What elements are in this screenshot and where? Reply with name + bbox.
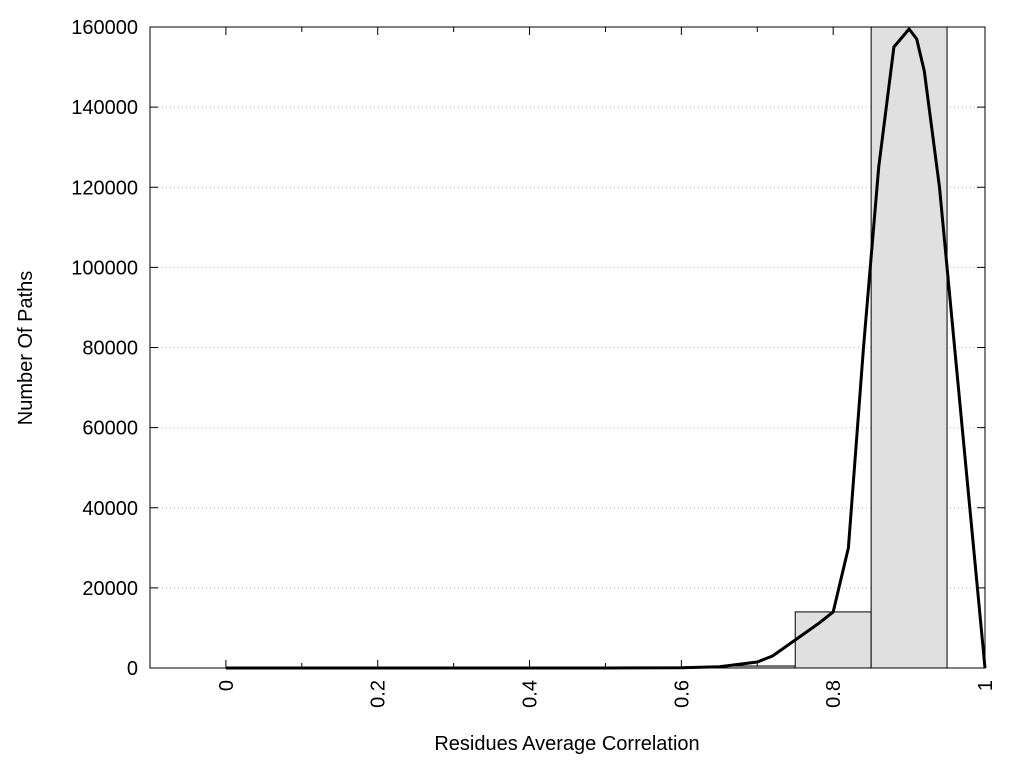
y-tick-label: 100000 [71,257,138,279]
plot-frame [149,26,986,669]
x-tick-label: 0.4 [520,680,542,708]
y-tick-label: 60000 [82,418,138,440]
y-tick-label: 0 [127,658,138,680]
bar [794,611,872,669]
y-tick-label: 160000 [71,17,138,39]
y-tick-label: 40000 [82,498,138,520]
y-tick-label: 140000 [71,97,138,119]
x-tick-label: 0.6 [671,680,693,708]
x-tick-label: 1 [975,680,997,691]
x-axis-title: Residues Average Correlation [434,733,699,755]
y-tick-label: 120000 [71,177,138,199]
y-tick-label: 20000 [82,578,138,600]
x-tick-label: 0.2 [368,680,390,708]
y-tick-label: 80000 [82,338,138,360]
y-axis-title: Number Of Paths [15,271,37,426]
bar [870,26,948,669]
x-tick-label: 0.8 [823,680,845,708]
x-tick-label: 0 [216,680,238,691]
